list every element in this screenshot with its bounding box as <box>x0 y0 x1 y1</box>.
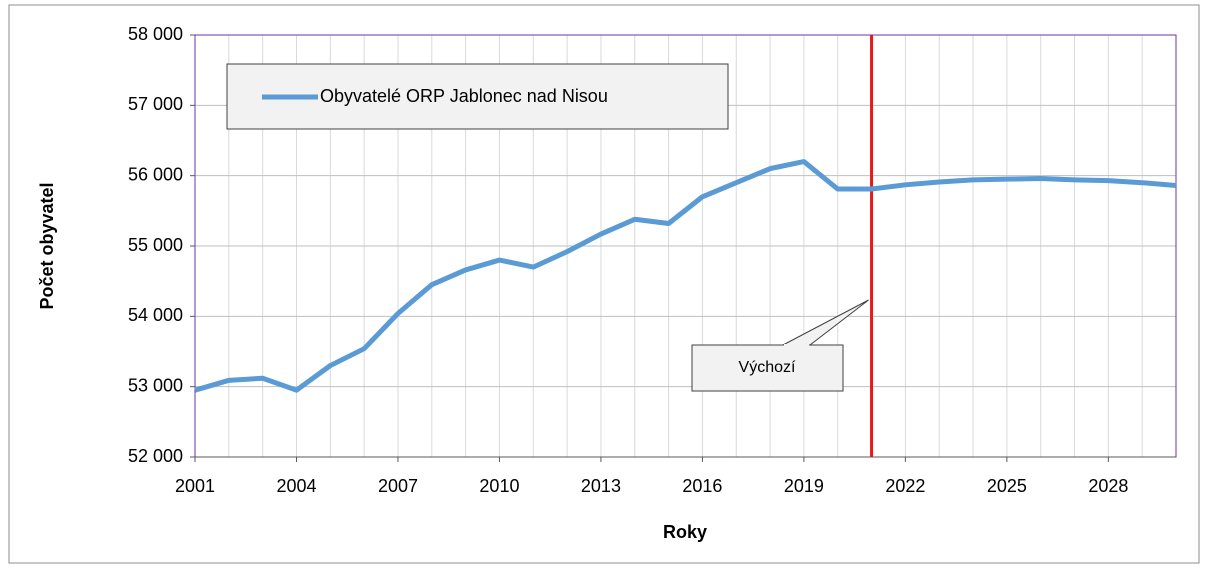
x-tick-label: 2013 <box>581 476 621 496</box>
x-tick-label: 2010 <box>479 476 519 496</box>
y-tick-label: 52 000 <box>128 446 183 466</box>
x-tick-label: 2001 <box>175 476 215 496</box>
legend-label: Obyvatelé ORP Jablonec nad Nisou <box>320 86 608 106</box>
x-tick-label: 2028 <box>1088 476 1128 496</box>
x-tick-label: 2004 <box>276 476 316 496</box>
x-tick-label: 2025 <box>987 476 1027 496</box>
x-tick-label: 2022 <box>885 476 925 496</box>
y-tick-label: 53 000 <box>128 375 183 395</box>
callout-box <box>691 344 844 392</box>
y-tick-label: 57 000 <box>128 94 183 114</box>
y-tick-label: 56 000 <box>128 164 183 184</box>
y-tick-label: 54 000 <box>128 305 183 325</box>
x-tick-label: 2019 <box>784 476 824 496</box>
annotation-label: Výchozí <box>739 359 796 376</box>
y-tick-label: 55 000 <box>128 235 183 255</box>
x-tick-label: 2016 <box>682 476 722 496</box>
y-axis-label: Počet obyvatel <box>37 182 57 309</box>
y-tick-label: 58 000 <box>128 24 183 44</box>
x-tick-label: 2007 <box>378 476 418 496</box>
data-line <box>194 159 1177 393</box>
x-axis-label: Roky <box>663 522 707 542</box>
